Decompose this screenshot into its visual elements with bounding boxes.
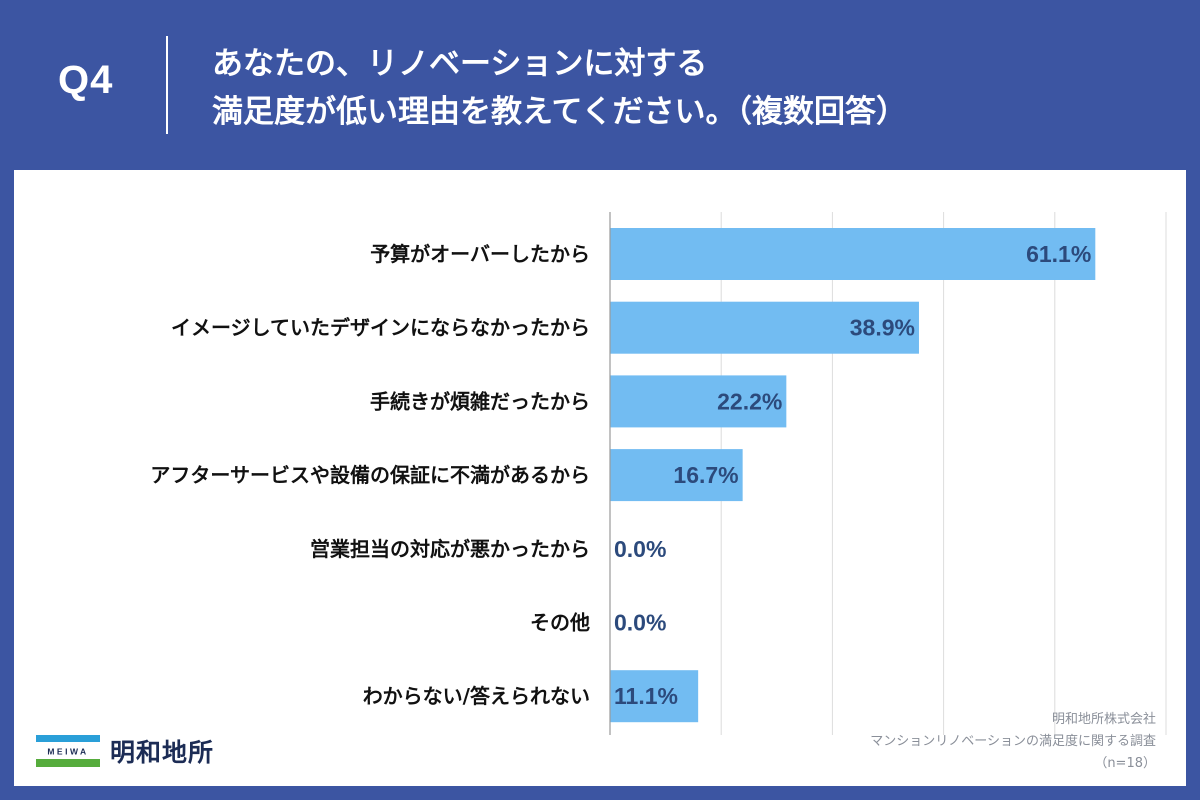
logo-stripe-blue: [36, 735, 100, 742]
company-name: 明和地所: [110, 738, 215, 767]
bar-chart: 予算がオーバーしたからイメージしていたデザインにならなかったから手続きが煩雑だっ…: [150, 212, 1167, 735]
bar: [610, 228, 1096, 280]
question-number: Q4: [58, 58, 114, 102]
category-label: 営業担当の対応が悪かったから: [310, 537, 590, 561]
category-label: 手続きが煩雑だったから: [370, 389, 590, 413]
value-label: 11.1%: [614, 683, 678, 709]
value-label: 38.9%: [850, 315, 915, 341]
logo-mark-text: MEIWA: [47, 747, 88, 757]
category-label: イメージしていたデザインにならなかったから: [171, 316, 590, 340]
meiwa-logo-mark: MEIWA: [36, 735, 100, 767]
value-label: 16.7%: [673, 462, 738, 488]
category-labels: 予算がオーバーしたからイメージしていたデザインにならなかったから手続きが煩雑だっ…: [150, 242, 590, 708]
question-title: あなたの、リノベーションに対する 満足度が低い理由を教えてください。（複数回答）: [212, 40, 1172, 136]
logo-stripe-green: [36, 759, 100, 767]
source-company: 明和地所株式会社: [1051, 712, 1156, 727]
category-label: 予算がオーバーしたから: [370, 242, 590, 266]
source-survey: マンションリノベーションの満足度に関する調査: [870, 734, 1156, 749]
bar: [610, 449, 743, 502]
gridlines: [720, 212, 1167, 735]
category-label: アフターサービスや設備の保証に不満があるから: [150, 463, 590, 487]
category-label: わからない/答えられない: [363, 684, 590, 708]
value-label: 61.1%: [1026, 241, 1091, 267]
bar: [610, 375, 787, 428]
source-note: 明和地所株式会社 マンションリノベーションの満足度に関する調査 （n=18）: [870, 709, 1156, 775]
category-label: その他: [530, 611, 590, 635]
sample-size: （n=18）: [1094, 756, 1156, 771]
question-title-line-2: 満足度が低い理由を教えてください。（複数回答）: [212, 94, 908, 130]
header-divider: [166, 36, 168, 134]
bars: [610, 228, 1096, 723]
value-label: 22.2%: [717, 388, 782, 414]
bar: [610, 670, 699, 723]
value-label: 0.0%: [614, 610, 666, 636]
value-label: 0.0%: [614, 536, 666, 562]
question-title-line-1: あなたの、リノベーションに対する: [212, 46, 708, 82]
value-labels: 61.1% 38.9% 22.2% 16.7% 0.0% 0.0% 11.1%: [614, 241, 1091, 709]
bar: [610, 301, 919, 354]
chart-panel: 予算がオーバーしたからイメージしていたデザインにならなかったから手続きが煩雑だっ…: [14, 170, 1186, 786]
company-logo: MEIWA 明和地所: [36, 734, 214, 768]
